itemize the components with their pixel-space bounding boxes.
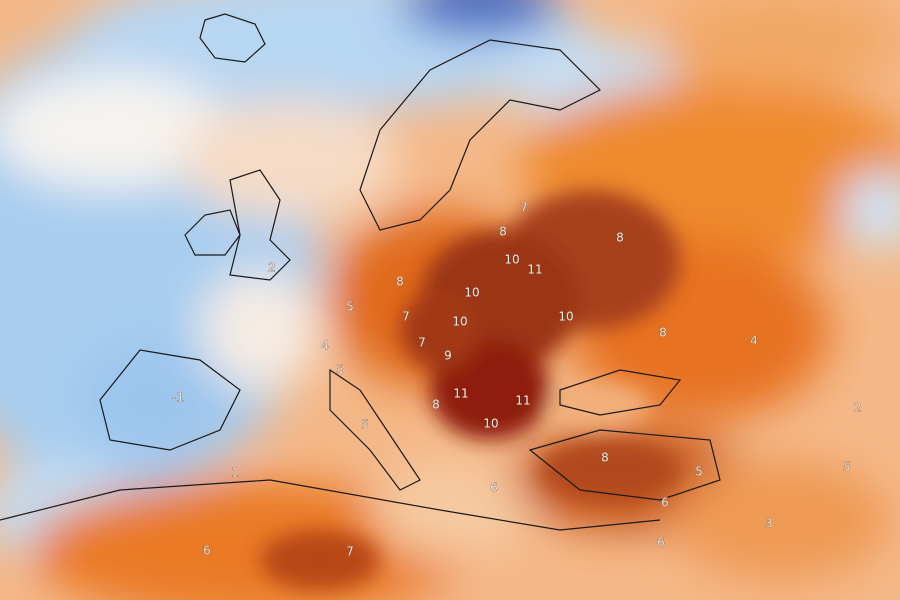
anomaly-label: 10	[504, 253, 519, 267]
anomaly-label: 6	[657, 536, 665, 550]
anomaly-label: 1	[231, 466, 239, 480]
anomaly-label: 7	[418, 336, 426, 350]
anomaly-label: 4	[750, 334, 758, 348]
anomaly-label: 5	[336, 363, 344, 377]
anomaly-label: 6	[203, 544, 211, 558]
anomaly-label: 6	[490, 481, 498, 495]
anomaly-label: 7	[346, 545, 354, 559]
anomaly-label: 6	[661, 496, 669, 510]
anomaly-label: -1	[172, 391, 184, 405]
anomaly-label: 5	[695, 465, 703, 479]
anomaly-label: 9	[444, 349, 452, 363]
anomaly-label: 10	[483, 417, 498, 431]
anomaly-label: 8	[601, 451, 609, 465]
anomaly-label: 5	[843, 460, 851, 474]
anomaly-label: 8	[432, 398, 440, 412]
anomaly-label: 2	[268, 261, 276, 275]
anomaly-label: 11	[515, 394, 530, 408]
anomaly-label: 11	[527, 263, 542, 277]
anomaly-label: 11	[453, 387, 468, 401]
anomaly-label: 5	[361, 418, 369, 432]
anomaly-label: 8	[659, 326, 667, 340]
anomaly-label: 7	[402, 310, 410, 324]
anomaly-label: 10	[464, 286, 479, 300]
anomaly-label: 8	[616, 231, 624, 245]
anomaly-label: 8	[499, 225, 507, 239]
anomaly-label: 3	[765, 517, 773, 531]
anomaly-label: 7	[520, 201, 528, 215]
coastlines	[0, 13, 721, 531]
anomaly-label: 8	[396, 275, 404, 289]
anomaly-label: 4	[321, 339, 329, 353]
anomaly-label: 5	[346, 300, 354, 314]
anomaly-label: 10	[558, 310, 573, 324]
anomaly-label: 2	[854, 401, 862, 415]
anomaly-label: 10	[452, 315, 467, 329]
